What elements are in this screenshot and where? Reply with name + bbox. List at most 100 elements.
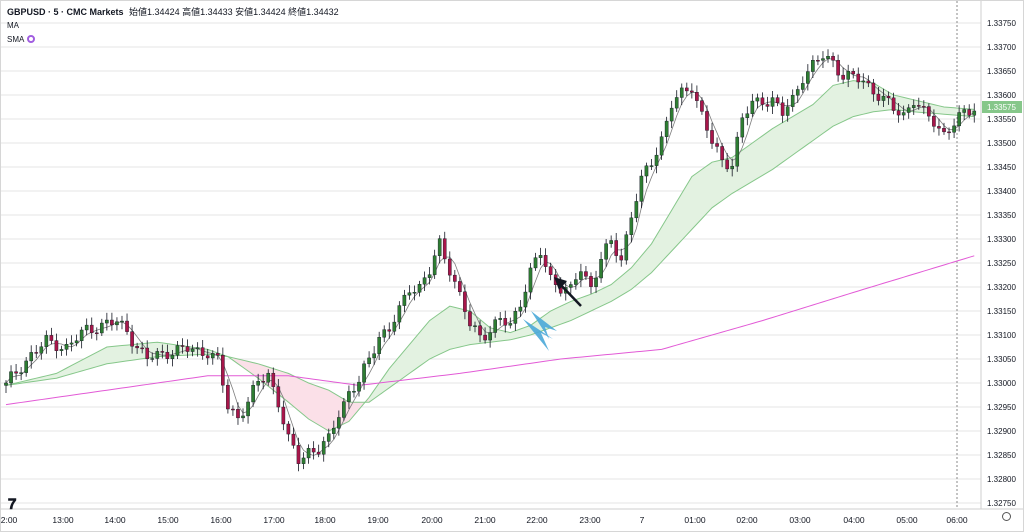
candle-body xyxy=(831,56,835,61)
candle-body xyxy=(392,321,397,332)
candle-body xyxy=(604,243,608,260)
candle-body xyxy=(342,401,346,418)
candle-body xyxy=(44,335,49,347)
candle-body xyxy=(286,423,291,435)
candle-body xyxy=(760,97,765,105)
candle-body xyxy=(896,110,901,116)
candle-body xyxy=(352,391,356,393)
tradingview-logo-icon[interactable]: 𝟕 xyxy=(8,495,16,513)
time-tick-label: 7 xyxy=(640,515,645,525)
candle-body xyxy=(488,332,492,341)
candle-body xyxy=(659,136,664,156)
candle-body xyxy=(891,97,896,111)
candlesticks xyxy=(4,49,977,472)
symbol-title[interactable]: GBPUSD · 5 · CMC Markets xyxy=(7,7,124,17)
candle-body xyxy=(473,325,477,327)
candle-body xyxy=(442,238,447,260)
candle-body xyxy=(19,372,23,374)
candle-body xyxy=(715,143,719,147)
sma-indicator-label[interactable]: SMA xyxy=(7,33,339,47)
candle-body xyxy=(790,95,795,107)
price-tick-label: 1.33450 xyxy=(987,163,1016,172)
settings-icon[interactable] xyxy=(1002,512,1011,521)
candle-body xyxy=(846,71,850,80)
black-arrow-head-icon xyxy=(554,277,567,290)
candle-body xyxy=(780,102,785,116)
candle-body xyxy=(533,257,538,269)
candle-body xyxy=(382,329,387,338)
candle-body xyxy=(14,371,18,374)
candle-body xyxy=(508,323,513,326)
candle-body xyxy=(34,352,39,354)
candle-body xyxy=(160,351,165,353)
long-ma-line xyxy=(5,255,975,406)
candle-body xyxy=(367,357,371,365)
time-tick-label: 21:00 xyxy=(474,515,496,525)
candle-body xyxy=(24,360,28,373)
candle-body xyxy=(266,372,271,383)
ma-label: MA xyxy=(7,21,19,30)
price-axis: 1.33750 1.33700 1.33650 1.33600 1.33550 1.335… xyxy=(980,1,1022,509)
candle-body xyxy=(609,240,613,244)
candle-body xyxy=(125,320,129,332)
time-tick-label: 19:00 xyxy=(367,515,389,525)
candle-body xyxy=(740,117,745,138)
candle-body xyxy=(306,448,311,459)
candle-body xyxy=(942,128,946,133)
candle-body xyxy=(528,267,533,293)
price-tick-label: 1.33400 xyxy=(987,187,1016,196)
time-tick-label: 05:00 xyxy=(896,515,918,525)
time-tick-label: 17:00 xyxy=(263,515,285,525)
candle-body xyxy=(775,97,780,103)
candle-body xyxy=(922,106,926,108)
candle-body xyxy=(311,448,316,453)
candle-body xyxy=(29,352,34,362)
candle-body xyxy=(685,87,689,92)
ohlc-values: 始値1.34424 高値1.34433 安値1.34424 終値1.34432 xyxy=(129,7,339,17)
candle-body xyxy=(69,342,74,345)
candle-body xyxy=(594,277,598,287)
candle-body xyxy=(427,274,432,278)
candle-body xyxy=(911,105,916,108)
candle-body xyxy=(64,343,69,350)
candle-body xyxy=(518,306,523,312)
candle-body xyxy=(135,346,139,349)
candle-body xyxy=(321,441,326,455)
candle-body xyxy=(251,385,255,403)
candle-body xyxy=(271,372,276,387)
candle-body xyxy=(639,175,644,202)
candle-body xyxy=(836,60,840,76)
price-tick-label: 1.32850 xyxy=(987,451,1016,460)
ma-indicator-label[interactable]: MA xyxy=(7,19,339,33)
time-tick-label: 01:00 xyxy=(684,515,706,525)
candle-body xyxy=(210,353,215,359)
candle-body xyxy=(200,347,205,356)
candle-body xyxy=(503,318,508,326)
candle-body xyxy=(664,120,669,137)
candle-body xyxy=(513,311,518,324)
candle-body xyxy=(947,131,951,134)
candle-body xyxy=(901,112,906,116)
candle-body xyxy=(226,384,230,410)
candle-body xyxy=(770,97,775,107)
candle-body xyxy=(679,87,684,98)
time-tick-label: 03:00 xyxy=(789,515,811,525)
candle-body xyxy=(826,56,830,59)
candle-body xyxy=(962,109,966,113)
price-tick-label: 1.33550 xyxy=(987,115,1016,124)
candle-body xyxy=(397,305,402,323)
candle-body xyxy=(195,347,200,350)
price-tick-label: 1.33500 xyxy=(987,139,1016,148)
candle-body xyxy=(453,274,457,282)
candle-body xyxy=(155,351,160,359)
candle-body xyxy=(876,93,881,101)
candle-body xyxy=(110,319,114,326)
candle-body xyxy=(407,292,412,296)
candle-body xyxy=(498,318,503,320)
candle-body xyxy=(422,277,427,285)
candle-body xyxy=(700,100,704,112)
candle-body xyxy=(180,345,185,347)
price-tick-label: 1.33750 xyxy=(987,19,1016,28)
candle-body xyxy=(236,409,240,419)
